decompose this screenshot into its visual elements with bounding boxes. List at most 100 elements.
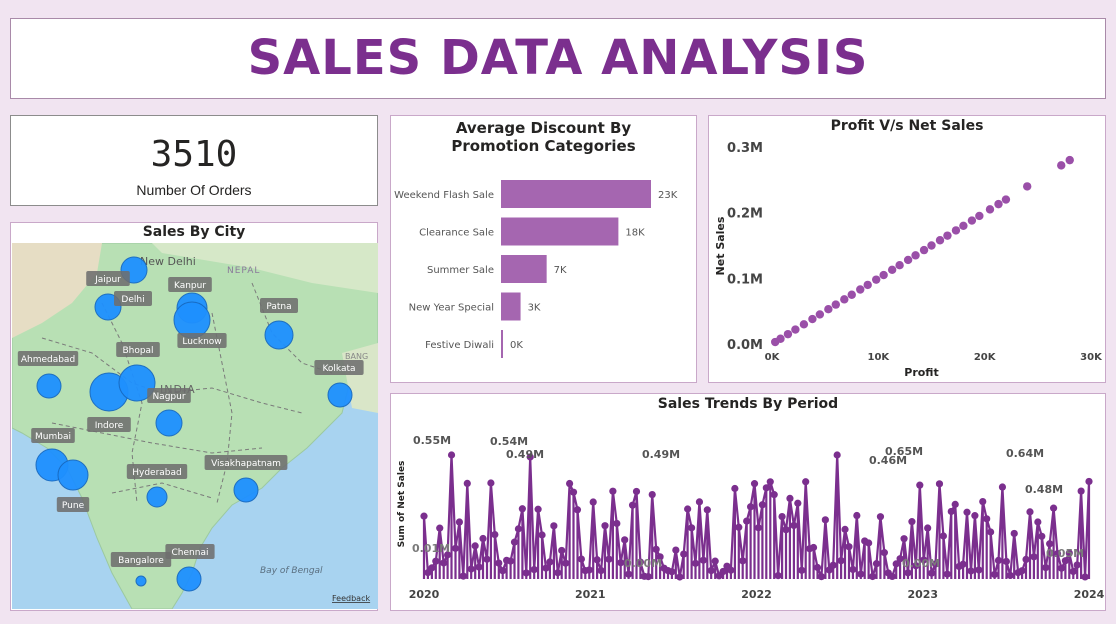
map-nepal-region: [152, 243, 378, 293]
sales-map[interactable]: New Delhi NEPAL INDIA BANG Bay of Bengal…: [12, 243, 378, 609]
sales-trend-point: [809, 543, 818, 552]
sales-trend-point: [573, 506, 582, 514]
scatter-point[interactable]: [831, 300, 840, 309]
city-label-bg-nagpur: [147, 388, 191, 403]
sales-trend-point: [868, 572, 877, 581]
discount-bar-1[interactable]: [501, 217, 619, 246]
city-bubble-ahmedabad[interactable]: [36, 373, 62, 399]
scatter-point[interactable]: [1023, 182, 1032, 191]
city-bubble-chennai[interactable]: [176, 566, 202, 592]
sales-by-city-map-card[interactable]: Sales By City New Delhi NEPAL INDIA BANG…: [10, 222, 378, 611]
avg-discount-bar-chart[interactable]: Weekend Flash Sale 23K Clearance Sale 18K Su…: [391, 116, 696, 382]
sales-trend-point: [695, 498, 704, 506]
city-label-pune: Pune: [62, 501, 85, 511]
city-bubble-indore[interactable]: [118, 364, 156, 402]
scatter-point[interactable]: [919, 245, 929, 255]
city-bubble-hyderabad[interactable]: [146, 486, 168, 508]
scatter-point[interactable]: [975, 211, 984, 221]
scatter-point[interactable]: [879, 270, 888, 280]
sales-trends-chart-card[interactable]: Sales Trends By Period Sum of Net Sales 2…: [390, 393, 1106, 611]
sales-trend-point: [1042, 564, 1050, 572]
scatter-title: Profit V/s Net Sales: [830, 118, 984, 134]
city-bubble-bangalore[interactable]: [135, 575, 147, 587]
city-bubble-pune[interactable]: [57, 459, 89, 491]
city-bubble-lucknow[interactable]: [173, 301, 211, 339]
sales-trend-point: [987, 528, 995, 536]
scatter-point[interactable]: [951, 226, 961, 235]
scatter-point[interactable]: [927, 241, 936, 250]
scatter-point[interactable]: [985, 205, 995, 214]
scatter-point[interactable]: [935, 236, 945, 245]
scatter-point[interactable]: [967, 216, 977, 225]
scatter-x-tick: 10K: [867, 352, 890, 363]
sales-trend-point: [908, 518, 916, 526]
scatter-point[interactable]: [863, 280, 872, 290]
scatter-point[interactable]: [959, 221, 968, 230]
map-west-region: [12, 243, 102, 338]
scatter-point[interactable]: [943, 231, 952, 240]
scatter-point[interactable]: [783, 329, 793, 339]
bar-data-label: 23K: [658, 190, 678, 201]
scatter-point[interactable]: [994, 199, 1003, 209]
line-chart-title: Sales Trends By Period: [657, 396, 839, 412]
line-x-tick: 2024: [1074, 588, 1105, 601]
map-feedback-link[interactable]: Feedback: [332, 594, 370, 603]
sales-trend-point: [845, 543, 853, 551]
scatter-y-tick: 0.2M: [727, 207, 763, 222]
sales-trend-point: [963, 508, 971, 516]
city-bubble-patna[interactable]: [264, 320, 294, 350]
sales-trend-point: [754, 524, 763, 532]
sales-trend-point: [538, 531, 546, 539]
scatter-point[interactable]: [824, 304, 833, 314]
scatter-x-tick: 0K: [765, 352, 781, 363]
city-bubble-kolkata[interactable]: [327, 382, 353, 408]
sales-trend-point: [1006, 571, 1014, 580]
scatter-point[interactable]: [847, 290, 856, 299]
sales-trend-point: [672, 546, 680, 554]
title-banner: SALES DATA ANALYSIS: [10, 18, 1106, 99]
scatter-point[interactable]: [799, 320, 809, 329]
scatter-point[interactable]: [815, 310, 825, 319]
city-label-bg-ahmedabad: [17, 351, 79, 366]
profit-vs-sales-scatter[interactable]: 0.0M 0.1M 0.2M 0.3M 0K 10K 20K 30K Profit Net Sal…: [709, 116, 1105, 382]
sales-trend-point: [459, 572, 467, 580]
sales-trend-point: [912, 562, 920, 570]
scatter-point[interactable]: [840, 295, 849, 304]
scatter-point[interactable]: [1057, 161, 1066, 170]
scatter-point[interactable]: [1065, 155, 1074, 165]
city-label-jaipur: Jaipur: [94, 275, 121, 285]
sales-trend-point: [857, 570, 865, 578]
scatter-point[interactable]: [1001, 195, 1011, 204]
sales-trend-point: [455, 518, 464, 526]
sales-trends-line-chart[interactable]: Sum of Net Sales 2020 2021 2022 2023 2024 0.55…: [391, 394, 1105, 610]
scatter-point[interactable]: [872, 275, 881, 284]
sales-trend-point: [731, 484, 739, 493]
map-label-bangladesh: BANG: [345, 352, 368, 361]
discount-bar-2[interactable]: [501, 255, 547, 283]
discount-bar-4[interactable]: [501, 330, 503, 358]
sales-trend-point: [770, 491, 778, 499]
profit-vs-sales-chart-card[interactable]: Profit V/s Net Sales 0.0M 0.1M 0.2M 0.3M 0K 1…: [708, 115, 1106, 383]
scatter-point[interactable]: [887, 265, 897, 274]
sales-trend-point: [880, 549, 888, 557]
orders-kpi-card[interactable]: 3510 Number Of Orders: [10, 115, 378, 206]
scatter-point[interactable]: [856, 285, 865, 294]
city-bubble-nagpur[interactable]: [155, 409, 183, 437]
discount-bar-0[interactable]: [501, 180, 651, 208]
scatter-point[interactable]: [911, 251, 920, 260]
scatter-point[interactable]: [791, 325, 800, 334]
map-label-new-delhi: New Delhi: [140, 255, 196, 268]
city-bubble-visakhapatnam[interactable]: [233, 477, 259, 503]
scatter-point[interactable]: [903, 255, 913, 265]
scatter-point[interactable]: [776, 334, 785, 343]
sales-trend-point: [467, 565, 475, 573]
city-label-bangalore: Bangalore: [118, 556, 164, 566]
map-label-nepal: NEPAL: [227, 266, 260, 276]
scatter-point[interactable]: [808, 314, 817, 324]
bar-data-label: 18K: [625, 228, 645, 239]
avg-discount-chart-card[interactable]: Average Discount By Promotion Categories…: [390, 115, 697, 383]
sales-trend-point: [900, 535, 908, 543]
line-annotation: 0.49M: [642, 448, 680, 461]
discount-bar-3[interactable]: [501, 292, 521, 321]
scatter-point[interactable]: [895, 261, 904, 270]
